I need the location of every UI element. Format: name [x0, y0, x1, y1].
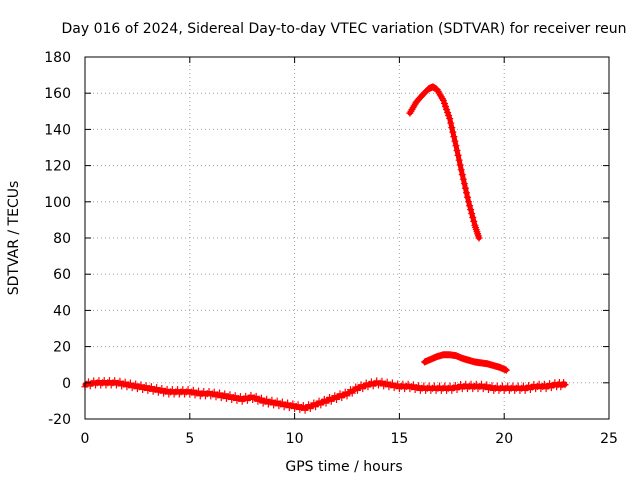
- data-point: [443, 105, 451, 113]
- data-point: [455, 156, 463, 164]
- data-point: [451, 137, 459, 145]
- data-point: [331, 392, 339, 400]
- data-point: [326, 394, 334, 402]
- series-1: [81, 377, 569, 414]
- data-point: [452, 142, 460, 150]
- data-point: [444, 109, 452, 117]
- data-point: [315, 397, 323, 405]
- y-tick-label: 60: [53, 267, 71, 283]
- x-tick-label: 0: [81, 431, 90, 447]
- data-point: [525, 381, 533, 389]
- data-point: [447, 119, 455, 127]
- y-tick-label: -20: [48, 412, 71, 428]
- y-tick-label: 100: [44, 195, 71, 211]
- data-point: [468, 210, 476, 218]
- data-point: [336, 390, 344, 398]
- tick-layer: [84, 56, 610, 420]
- data-point: [448, 124, 456, 132]
- y-tick-label: 180: [44, 50, 71, 66]
- label-layer: 0 5 10 15 20 25 -20 0 20 40 60 80 100 120 140 160 180: [44, 50, 618, 447]
- y-tick-label: 0: [62, 376, 71, 392]
- data-point: [357, 381, 365, 389]
- data-point: [467, 206, 475, 214]
- x-tick-label: 25: [600, 431, 618, 447]
- data-point: [367, 378, 375, 386]
- data-point: [442, 102, 450, 110]
- data-point: [242, 392, 250, 400]
- y-tick-label: 40: [53, 303, 71, 319]
- data-point: [470, 217, 478, 225]
- x-tick-label: 5: [185, 431, 194, 447]
- series-2: [421, 351, 510, 374]
- data-point: [362, 379, 370, 387]
- y-tick-label: 20: [53, 340, 71, 356]
- y-tick-label: 120: [44, 159, 71, 175]
- data-point: [561, 381, 569, 389]
- data-point: [458, 171, 466, 179]
- data-point: [466, 202, 474, 210]
- data-layer: [81, 83, 569, 414]
- data-point: [257, 394, 265, 402]
- x-tick-label: 10: [286, 431, 304, 447]
- series-3: [406, 83, 483, 242]
- data-point: [454, 151, 462, 159]
- data-point: [310, 399, 318, 407]
- data-point: [461, 184, 469, 192]
- data-point: [440, 99, 448, 107]
- data-point: [462, 189, 470, 197]
- data-point: [449, 128, 457, 136]
- data-point: [451, 381, 459, 389]
- data-point: [502, 366, 510, 374]
- data-point: [320, 395, 328, 403]
- data-point: [84, 378, 92, 386]
- data-point: [341, 388, 349, 396]
- data-point: [445, 112, 453, 120]
- x-tick-label: 15: [390, 431, 408, 447]
- y-tick-label: 160: [44, 86, 71, 102]
- data-point: [546, 380, 554, 388]
- x-tick-label: 20: [495, 431, 513, 447]
- data-point: [439, 96, 447, 104]
- data-point: [475, 234, 483, 242]
- x-axis-label: GPS time / hours: [285, 459, 402, 475]
- data-point: [453, 147, 461, 155]
- chart-title: Day 016 of 2024, Sidereal Day-to-day VTE…: [61, 21, 626, 37]
- data-point: [456, 161, 464, 169]
- y-tick-label: 140: [44, 122, 71, 138]
- data-point: [450, 133, 458, 141]
- data-point: [446, 115, 454, 123]
- grid-layer: [85, 57, 609, 419]
- y-tick-label: 80: [53, 231, 71, 247]
- data-point: [457, 166, 465, 174]
- data-point: [305, 401, 313, 409]
- data-point: [465, 198, 473, 206]
- data-point: [459, 175, 467, 183]
- y-axis-label: SDTVAR / TECUs: [6, 181, 22, 296]
- data-point: [469, 213, 477, 221]
- data-point: [460, 180, 468, 188]
- data-point: [252, 392, 260, 400]
- data-point: [464, 193, 472, 201]
